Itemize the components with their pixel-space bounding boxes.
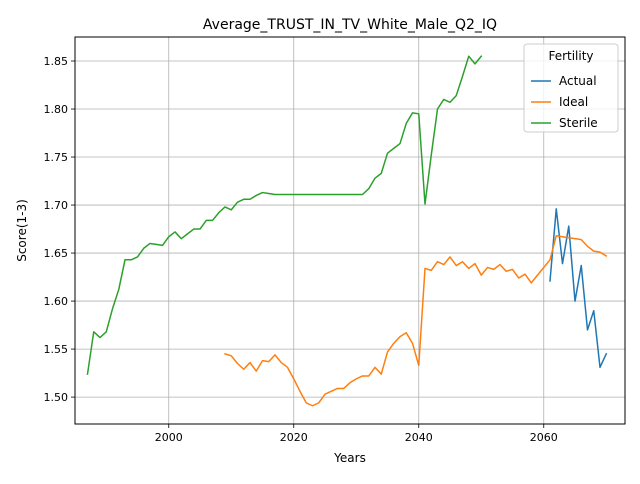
y-tick-label: 1.80: [44, 103, 69, 116]
legend-label-ideal: Ideal: [559, 95, 588, 109]
x-tick-label: 2060: [530, 431, 558, 444]
x-axis-label: Years: [333, 451, 366, 465]
chart-title: Average_TRUST_IN_TV_White_Male_Q2_IQ: [203, 17, 497, 33]
y-tick-label: 1.75: [44, 151, 69, 164]
x-tick-label: 2040: [405, 431, 433, 444]
x-tick-label: 2000: [155, 431, 183, 444]
legend-label-actual: Actual: [559, 74, 597, 88]
legend-label-sterile: Sterile: [559, 116, 598, 130]
y-tick-label: 1.50: [44, 391, 69, 404]
legend: Fertility Actual Ideal Sterile: [524, 44, 618, 132]
y-tick-label: 1.70: [44, 199, 69, 212]
x-tick-label: 2020: [280, 431, 308, 444]
y-tick-label: 1.85: [44, 55, 69, 68]
y-tick-label: 1.60: [44, 295, 69, 308]
y-axis-label: Score(1-3): [15, 199, 29, 262]
legend-title: Fertility: [548, 49, 593, 63]
y-tick-label: 1.65: [44, 247, 69, 260]
y-tick-label: 1.55: [44, 343, 69, 356]
